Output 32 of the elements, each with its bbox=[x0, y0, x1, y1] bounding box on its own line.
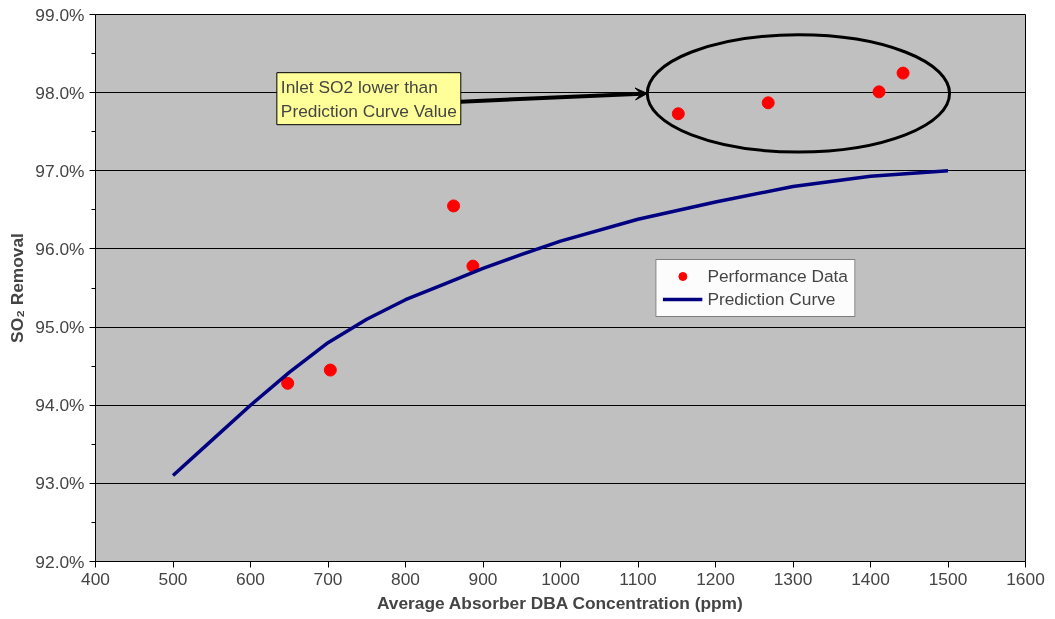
x-tick-label: 900 bbox=[468, 568, 498, 589]
x-tick-label: 800 bbox=[391, 568, 420, 589]
x-axis-title: Average Absorber DBA Concentration (ppm) bbox=[376, 592, 743, 613]
y-tick-label: 93.0% bbox=[35, 473, 85, 494]
x-tick-label: 500 bbox=[158, 568, 188, 589]
x-tick-label: 600 bbox=[236, 568, 265, 589]
x-tick-label: 1600 bbox=[1006, 568, 1045, 589]
point bbox=[447, 199, 461, 213]
x-tick-label: 1200 bbox=[696, 568, 735, 589]
y-tick-label: 96.0% bbox=[35, 238, 85, 259]
point bbox=[281, 376, 295, 390]
x-tick-label: 1500 bbox=[928, 568, 968, 589]
point bbox=[671, 107, 685, 121]
x-tick-label: 1300 bbox=[773, 568, 813, 589]
x-tick-label: 1100 bbox=[619, 568, 657, 589]
y-tick-label: 98.0% bbox=[35, 82, 85, 103]
legend-label: Performance Data bbox=[707, 265, 848, 287]
y-tick-label: 99.0% bbox=[35, 4, 85, 25]
point bbox=[872, 85, 886, 99]
x-tick-label: 700 bbox=[313, 568, 343, 589]
y-tick-label: 97.0% bbox=[35, 160, 85, 181]
point bbox=[896, 66, 910, 80]
x-tick-label: 1000 bbox=[541, 568, 580, 589]
legend-label: Prediction Curve bbox=[707, 288, 836, 310]
point bbox=[323, 363, 337, 377]
y-axis-title: SO₂ Removal bbox=[7, 233, 28, 343]
x-tick-label: 1400 bbox=[851, 568, 890, 589]
y-tick-label: 94.0% bbox=[35, 395, 85, 416]
annotation: Inlet SO2 lower than Prediction Curve Value bbox=[280, 76, 457, 121]
y-tick-label: 95.0% bbox=[35, 317, 85, 338]
point bbox=[761, 96, 775, 110]
line-series bbox=[171, 169, 950, 478]
